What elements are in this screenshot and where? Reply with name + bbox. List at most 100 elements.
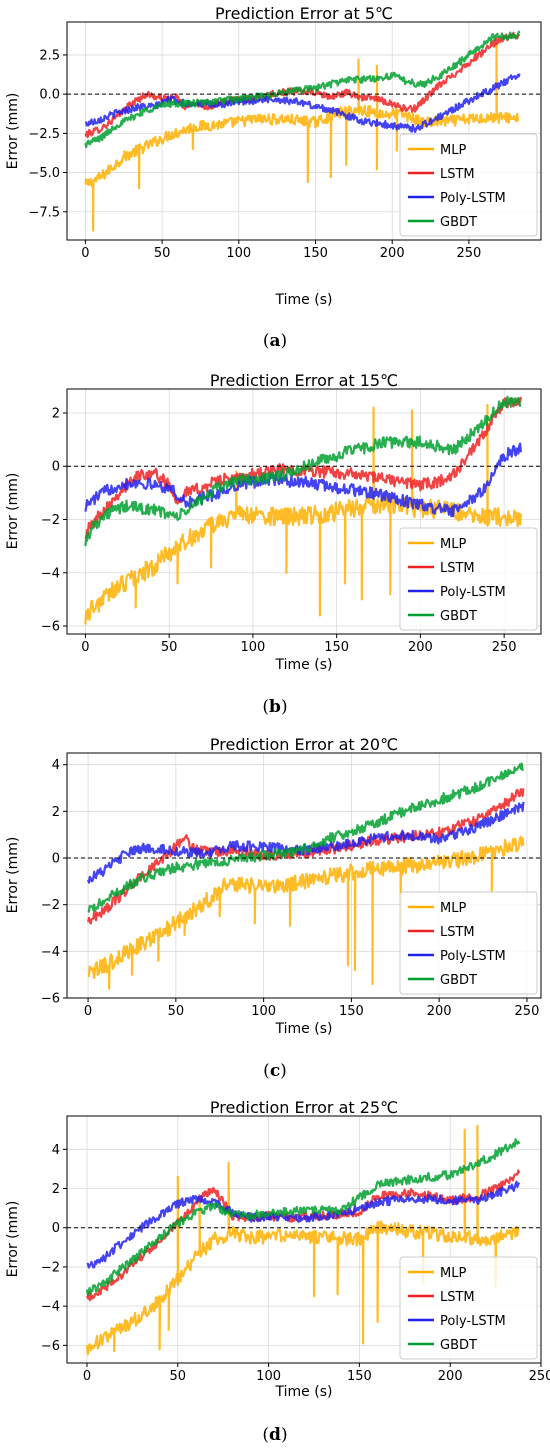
series-group — [84, 30, 521, 232]
legend-label: Poly-LSTM — [440, 1314, 506, 1329]
series-line-gbdt — [84, 395, 522, 547]
legend-label: GBDT — [440, 215, 477, 230]
x-tick-label: 0 — [83, 1369, 91, 1384]
legend-label: GBDT — [440, 1338, 477, 1353]
x-tick-label: 250 — [456, 246, 481, 261]
series-line-mlp — [87, 835, 525, 990]
legend-label: LSTM — [440, 561, 475, 576]
series-line-poly-lstm — [86, 1180, 521, 1269]
series-line-poly-lstm — [84, 442, 522, 518]
chart-panel-4: 0 50 100 150 200 250 −6 −4 −2 0 2 4 Prediction Error… — [5, 1098, 550, 1445]
x-tick-label: 200 — [408, 640, 433, 655]
series-group — [87, 762, 525, 990]
legend-label: LSTM — [440, 167, 475, 182]
x-tick-label: 100 — [241, 640, 266, 655]
y-tick-label: 0 — [52, 1221, 60, 1236]
plot-frame — [66, 21, 542, 241]
legend-box — [399, 1256, 538, 1360]
chart-title: Prediction Error at 15℃ — [210, 371, 398, 390]
y-tick-label: 4 — [52, 758, 60, 773]
y-tick-label: 0 — [52, 852, 60, 867]
series-line-lstm — [85, 1169, 521, 1302]
chart-title: Prediction Error at 20℃ — [210, 735, 398, 754]
legend: MLP LSTM Poly-LSTM GBDT — [399, 133, 538, 237]
x-tick-label: 100 — [251, 1004, 276, 1019]
x-tick-label: 250 — [529, 1369, 550, 1384]
panel-caption-letter: b — [269, 697, 281, 717]
x-axis-label: Time (s) — [275, 1021, 333, 1037]
x-axis-label: Time (s) — [275, 292, 333, 308]
y-tick-label: −2 — [41, 898, 60, 913]
legend: MLP LSTM Poly-LSTM GBDT — [399, 1256, 538, 1360]
series-line-mlp — [85, 1124, 520, 1356]
y-axis-label: Error (mm) — [5, 837, 21, 914]
x-tick-label: 150 — [303, 246, 328, 261]
chart-panel-2: 0 50 100 150 200 250 −6 −4 −2 0 2 Prediction Error … — [5, 371, 542, 717]
plot-frame — [66, 1115, 542, 1364]
chart-panel-3: 0 50 100 150 200 250 −6 −4 −2 0 2 4 Prediction Error… — [5, 735, 542, 1081]
x-tick-label: 150 — [324, 640, 349, 655]
x-tick-label: 100 — [226, 246, 251, 261]
panel-caption-letter: a — [269, 331, 280, 351]
y-tick-label: −7.5 — [28, 205, 60, 220]
plot-frame — [66, 388, 542, 635]
panel-caption: (a) — [263, 331, 287, 351]
y-tick-label: −6 — [41, 620, 60, 635]
y-tick-label: 2 — [52, 406, 60, 421]
y-tick-label: 0.0 — [39, 88, 60, 103]
legend-label: MLP — [440, 537, 466, 552]
x-tick-label: 50 — [154, 246, 171, 261]
chart-title: Prediction Error at 25℃ — [210, 1098, 398, 1117]
legend-label: LSTM — [440, 925, 475, 940]
y-tick-label: −4 — [41, 945, 60, 960]
y-tick-label: −2 — [41, 1260, 60, 1275]
x-tick-label: 0 — [84, 1004, 92, 1019]
y-tick-label: 4 — [52, 1143, 60, 1158]
x-tick-label: 50 — [161, 640, 178, 655]
panel-caption-letter: c — [270, 1061, 280, 1081]
y-tick-label: −6 — [41, 992, 60, 1007]
legend-box — [399, 133, 538, 237]
legend-label: MLP — [440, 901, 466, 916]
y-tick-label: 2.5 — [39, 48, 60, 63]
x-tick-label: 200 — [427, 1004, 452, 1019]
x-tick-label: 50 — [168, 1004, 185, 1019]
legend-label: MLP — [440, 1266, 466, 1281]
chart-panel-1: 0 50 100 150 200 250 −7.5 −5.0 −2.5 0.0 2.5 Predict… — [5, 4, 542, 351]
legend-box — [399, 891, 538, 995]
x-axis-label: Time (s) — [275, 1384, 333, 1400]
legend-label: MLP — [440, 143, 466, 158]
legend-box — [399, 527, 538, 631]
x-tick-label: 50 — [170, 1369, 187, 1384]
legend-label: Poly-LSTM — [440, 191, 506, 206]
plot-frame — [66, 752, 542, 999]
x-tick-label: 150 — [339, 1004, 364, 1019]
x-tick-label: 250 — [515, 1004, 540, 1019]
y-tick-label: 0 — [52, 460, 60, 475]
series-group — [85, 1124, 521, 1356]
legend-label: GBDT — [440, 609, 477, 624]
x-axis-label: Time (s) — [275, 657, 333, 673]
y-tick-label: 2 — [52, 805, 60, 820]
series-line-mlp — [84, 42, 520, 232]
x-tick-label: 0 — [81, 640, 89, 655]
x-tick-label: 200 — [438, 1369, 463, 1384]
x-tick-label: 250 — [492, 640, 517, 655]
legend-label: Poly-LSTM — [440, 949, 506, 964]
legend: MLP LSTM Poly-LSTM GBDT — [399, 891, 538, 995]
y-tick-label: 2 — [52, 1182, 60, 1197]
y-axis-label: Error (mm) — [5, 93, 21, 170]
y-tick-label: −4 — [41, 1300, 60, 1315]
y-tick-label: −2.5 — [28, 127, 60, 142]
series-line-gbdt — [85, 1138, 521, 1296]
panel-caption-letter: d — [269, 1425, 281, 1445]
series-line-gbdt — [84, 30, 521, 149]
chart-title: Prediction Error at 5℃ — [215, 4, 393, 23]
x-tick-label: 0 — [81, 246, 89, 261]
y-tick-label: −5.0 — [28, 166, 60, 181]
x-tick-label: 100 — [256, 1369, 281, 1384]
y-axis-label: Error (mm) — [5, 1201, 21, 1278]
y-axis-label: Error (mm) — [5, 473, 21, 550]
series-group — [84, 395, 522, 625]
